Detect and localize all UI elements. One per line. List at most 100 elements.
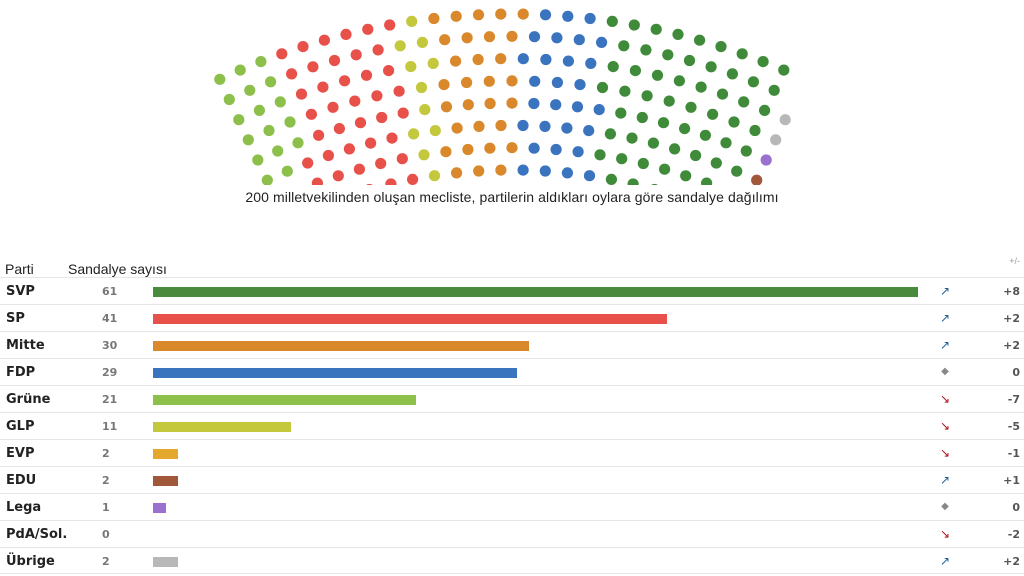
seat-dot (263, 124, 275, 137)
seat-dot (366, 183, 373, 185)
table-row: GLP 11 ↘ -5 (0, 412, 1024, 439)
party-name: SVP (6, 284, 35, 299)
seat-dot (573, 34, 585, 46)
seat-dot (517, 8, 529, 20)
seat-dot (276, 48, 288, 60)
seat-dot (539, 9, 552, 21)
table-row: Übrige 2 ↗ +2 (0, 547, 1024, 574)
seat-dot (583, 170, 596, 182)
seat-dot (495, 119, 507, 132)
seat-dot (313, 129, 325, 141)
seat-dot (451, 167, 463, 179)
seat-dot (396, 153, 408, 165)
seat-dot (683, 54, 696, 67)
seat-dot (747, 76, 760, 88)
seat-dot (419, 104, 431, 116)
party-name: SP (6, 311, 25, 326)
seat-dot (669, 143, 681, 155)
seat-dot (593, 104, 605, 116)
seat-dot (779, 114, 791, 126)
seat-bar (153, 422, 291, 432)
arrow-up-right-icon: ↗ (939, 311, 951, 325)
seat-dot (451, 122, 463, 134)
seat-dot (616, 153, 628, 165)
seat-dot (720, 137, 732, 149)
seat-count: 2 (102, 555, 110, 568)
seat-dot (383, 65, 395, 77)
seat-dot (354, 117, 367, 129)
seat-dot (680, 170, 692, 182)
seat-dot (701, 177, 713, 185)
seat-dot (651, 183, 658, 185)
seat-dot (371, 90, 383, 102)
seat-dot (561, 167, 574, 179)
table-row: PdA/Sol. 0 ↘ -2 (0, 520, 1024, 547)
seat-dot (295, 88, 308, 100)
seat-dot (728, 116, 740, 128)
seat-dot (760, 154, 772, 166)
seat-dot (662, 49, 674, 61)
seat-dot (397, 107, 409, 119)
seat-dot (274, 96, 286, 108)
seat-dot (343, 143, 355, 155)
seat-dot (528, 31, 541, 43)
seat-table: SVP 61 ↗ +8 SP 41 ↗ +2 Mitte 30 ↗ +2 FDP 29 ◆ 0 Grüne 21 ↘… (0, 277, 1024, 574)
seat-dot (265, 76, 277, 88)
arrow-down-right-icon: ↘ (939, 527, 951, 541)
seat-dot (472, 9, 485, 21)
seat-dot (585, 57, 597, 69)
seat-dot (562, 10, 574, 22)
seat-dot (332, 170, 344, 182)
seat-change: 0 (1012, 501, 1020, 514)
seat-dot (428, 170, 441, 182)
seat-dot (562, 55, 575, 67)
seat-dot (726, 68, 739, 80)
seat-dot (284, 116, 296, 128)
chart-caption: 200 milletvekilinden oluşan mecliste, pa… (245, 189, 779, 205)
seat-bar (153, 557, 179, 567)
seat-dot (393, 85, 405, 97)
seat-dot (626, 132, 638, 144)
seat-dot (255, 56, 267, 68)
seat-dot (349, 95, 361, 107)
seat-dot (318, 34, 330, 46)
seat-dot (473, 120, 485, 132)
table-row: FDP 29 ◆ 0 (0, 358, 1024, 385)
seat-dot (428, 12, 440, 25)
seat-bar (153, 314, 668, 324)
seat-dot (495, 53, 507, 65)
seat-dot (529, 75, 541, 87)
seat-dot (528, 142, 540, 154)
party-name: Übrige (6, 554, 55, 569)
seat-dot (551, 76, 564, 89)
column-header-change: +/- (1009, 256, 1020, 266)
seat-dot (659, 163, 671, 175)
seat-dot (571, 101, 584, 113)
seat-dot (627, 178, 639, 185)
seat-dot (663, 95, 675, 107)
seat-count: 30 (102, 339, 118, 352)
seat-dot (244, 84, 256, 96)
seat-bar (153, 368, 517, 378)
seat-dot (736, 48, 748, 60)
diamond-icon: ◆ (941, 501, 949, 512)
seat-dot (574, 79, 586, 91)
arrow-down-right-icon: ↘ (939, 419, 951, 433)
seat-dot (305, 108, 317, 120)
seat-dot (619, 85, 631, 97)
seat-dot (699, 129, 712, 141)
seat-dot (550, 143, 562, 156)
seat-dot (647, 137, 660, 149)
seat-dot (317, 81, 329, 93)
party-name: Grüne (6, 392, 51, 407)
seat-dot (438, 79, 450, 91)
seat-dot (327, 101, 339, 113)
seat-bar (153, 287, 918, 297)
seat-dot (233, 114, 245, 126)
column-header-party: Parti (5, 261, 34, 277)
table-row: SVP 61 ↗ +8 (0, 277, 1024, 304)
seat-dot (506, 75, 518, 87)
seat-count: 21 (102, 393, 118, 406)
arrow-up-right-icon: ↗ (939, 473, 951, 487)
seat-dot (673, 75, 686, 87)
